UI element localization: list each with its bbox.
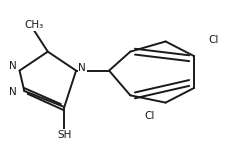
Text: Cl: Cl xyxy=(144,111,154,121)
Text: N: N xyxy=(78,63,86,73)
Text: CH₃: CH₃ xyxy=(24,20,43,30)
Text: N: N xyxy=(9,87,16,97)
Text: Cl: Cl xyxy=(208,35,219,45)
Text: N: N xyxy=(9,61,16,71)
Text: SH: SH xyxy=(57,130,72,140)
